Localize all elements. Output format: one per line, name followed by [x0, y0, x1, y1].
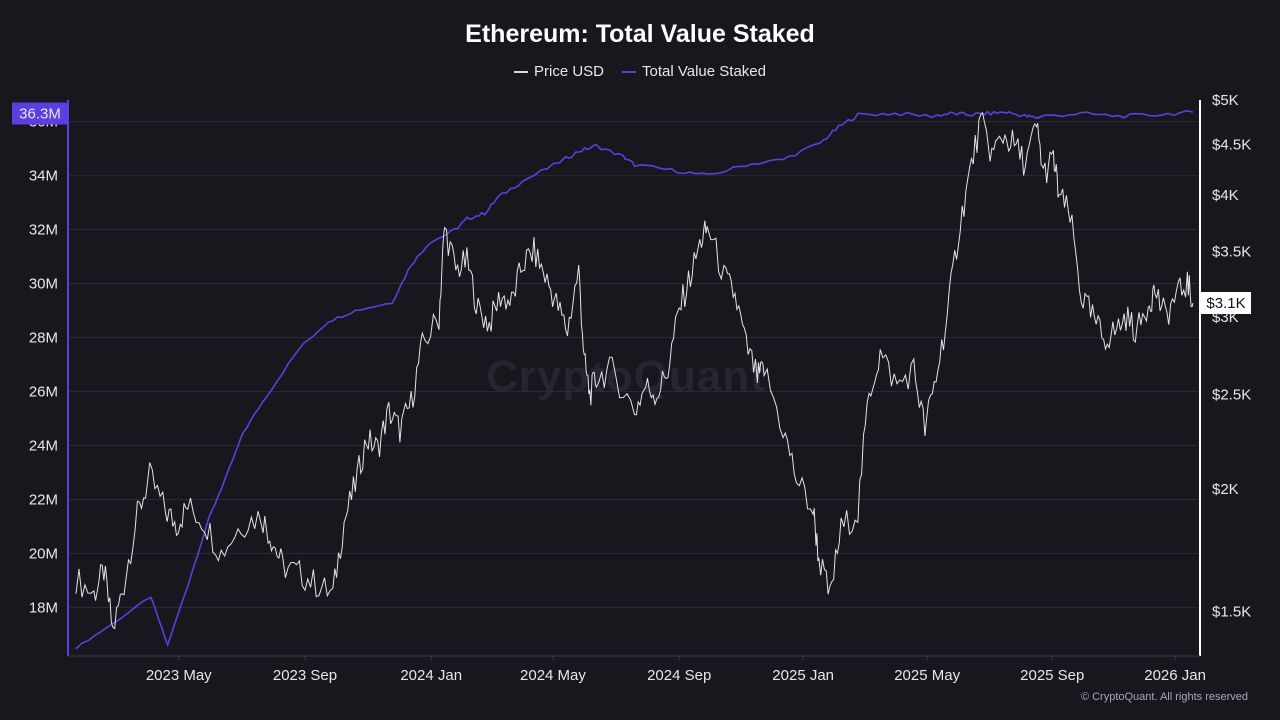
y-left-tick-18M: 18M — [29, 599, 58, 616]
y-left-tick-32M: 32M — [29, 222, 58, 239]
x-tick-2026 Jan: 2026 Jan — [1144, 667, 1206, 684]
series-layer — [75, 109, 1194, 650]
series-line-price-usd — [75, 111, 1194, 630]
y-right-tick-$2.5K: $2.5K — [1212, 386, 1251, 403]
x-tick-2025 Jan: 2025 Jan — [772, 667, 834, 684]
x-tick-2024 Jan: 2024 Jan — [400, 667, 462, 684]
y-right-current-value: $3.1K — [1206, 295, 1245, 312]
tick-labels: 18M20M22M24M26M28M30M32M34M36M$1.5K$2K$2… — [12, 92, 1251, 684]
copyright-notice: © CryptoQuant. All rights reserved — [1080, 691, 1248, 703]
legend-swatch-price — [514, 70, 528, 73]
y-right-tick-$5K: $5K — [1212, 92, 1239, 109]
legend-swatch-staked — [622, 70, 637, 73]
y-left-tick-24M: 24M — [29, 437, 58, 454]
legend-entry-staked[interactable]: Total Value Staked — [622, 63, 766, 80]
x-tick-2024 Sep: 2024 Sep — [647, 667, 711, 684]
y-left-tick-20M: 20M — [29, 545, 58, 562]
y-left-tick-26M: 26M — [29, 383, 58, 400]
legend-label-price: Price USD — [534, 63, 605, 80]
y-right-tick-$3.5K: $3.5K — [1212, 243, 1251, 260]
y-left-tick-34M: 34M — [29, 168, 58, 185]
watermark: CryptoQuant — [486, 352, 766, 401]
y-right-current-badge — [1201, 291, 1251, 314]
y-right-tick-$4K: $4K — [1212, 187, 1239, 204]
legend: Price USD Total Value Staked — [0, 63, 1280, 80]
y-right-tick-$1.5K: $1.5K — [1212, 603, 1251, 620]
y-left-tick-30M: 30M — [29, 276, 58, 293]
y-left-current-value: 36.3M — [19, 105, 61, 122]
series-line-total-value-staked — [75, 109, 1194, 650]
y-right-tick-$4.5K: $4.5K — [1212, 137, 1251, 154]
x-tick-2025 Sep: 2025 Sep — [1020, 667, 1084, 684]
y-right-tick-$2K: $2K — [1212, 481, 1239, 498]
grid-lines — [68, 121, 1200, 608]
x-tick-2025 May: 2025 May — [894, 667, 960, 684]
x-tick-2024 May: 2024 May — [520, 667, 586, 684]
x-tick-2023 Sep: 2023 Sep — [273, 667, 337, 684]
x-tick-2023 May: 2023 May — [146, 667, 212, 684]
chart-title: Ethereum: Total Value Staked — [465, 20, 815, 48]
y-left-tick-22M: 22M — [29, 491, 58, 508]
axes — [67, 100, 1201, 660]
legend-label-staked: Total Value Staked — [642, 63, 766, 80]
y-left-current-badge — [12, 102, 68, 125]
legend-entry-price[interactable]: Price USD — [514, 63, 604, 80]
y-left-tick-28M: 28M — [29, 330, 58, 347]
